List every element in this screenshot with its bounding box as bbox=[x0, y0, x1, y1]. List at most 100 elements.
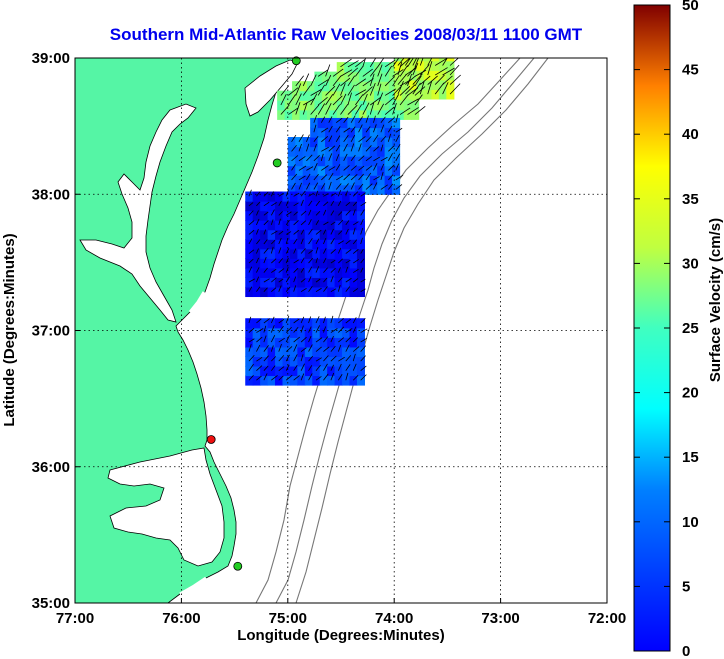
grid bbox=[75, 58, 607, 603]
velocity-vector bbox=[345, 249, 352, 254]
velocity-cell bbox=[289, 229, 298, 240]
velocity-cell bbox=[297, 220, 306, 231]
velocity-cell bbox=[312, 210, 321, 221]
velocity-vector bbox=[412, 62, 419, 76]
velocity-vector bbox=[278, 218, 281, 226]
velocity-cell bbox=[312, 258, 321, 269]
velocity-cell bbox=[336, 109, 345, 120]
velocity-vector bbox=[328, 181, 332, 190]
velocity-vector bbox=[256, 267, 260, 273]
velocity-cell bbox=[369, 184, 378, 195]
velocity-vector bbox=[248, 338, 255, 343]
velocity-cell bbox=[423, 89, 433, 100]
velocity-cell bbox=[388, 81, 397, 92]
velocity-cell bbox=[297, 337, 306, 348]
velocity-vector bbox=[338, 258, 343, 264]
velocity-cell bbox=[356, 346, 366, 357]
velocity-cell bbox=[351, 109, 360, 120]
velocity-vector bbox=[302, 73, 310, 87]
velocity-vector bbox=[337, 247, 342, 254]
velocity-vector bbox=[293, 238, 298, 245]
velocity-cell bbox=[304, 356, 313, 367]
velocity-vector bbox=[328, 153, 333, 162]
velocity-cell bbox=[310, 117, 319, 129]
colorbar-tick-label: 5 bbox=[682, 578, 690, 595]
y-tick-label: 37:00 bbox=[32, 323, 70, 340]
velocity-vector bbox=[353, 221, 359, 226]
velocity-vector bbox=[280, 94, 287, 106]
velocity-vector bbox=[263, 201, 270, 207]
velocity-vector bbox=[263, 325, 267, 333]
velocity-vector bbox=[434, 67, 448, 76]
velocity-cell bbox=[304, 201, 313, 212]
velocity-cell bbox=[351, 100, 360, 111]
velocity-cell bbox=[252, 210, 261, 221]
velocity-vector bbox=[388, 145, 395, 152]
velocity-vector bbox=[358, 143, 362, 152]
velocity-vector bbox=[427, 58, 433, 66]
velocity-vector bbox=[352, 326, 357, 333]
velocity-vector bbox=[256, 365, 263, 371]
velocity-vector bbox=[256, 257, 259, 264]
velocity-cell bbox=[384, 117, 393, 129]
velocity-vector bbox=[373, 115, 376, 123]
velocity-vector bbox=[352, 201, 358, 207]
velocity-vector bbox=[270, 219, 274, 226]
velocity-cell bbox=[287, 137, 296, 148]
velocity-vector bbox=[256, 286, 261, 292]
velocity-cell bbox=[289, 375, 298, 386]
velocity-vector bbox=[449, 83, 461, 95]
velocity-vector bbox=[320, 116, 326, 123]
velocity-cell bbox=[325, 156, 334, 167]
velocity-cell bbox=[252, 229, 261, 240]
colorbar-tick-label: 15 bbox=[682, 449, 699, 466]
velocity-vector bbox=[248, 278, 255, 283]
velocity-cell bbox=[267, 337, 276, 348]
velocity-vector bbox=[358, 165, 365, 171]
velocity-vector bbox=[397, 80, 404, 95]
velocity-cell bbox=[373, 81, 383, 92]
velocity-vector bbox=[325, 64, 331, 77]
velocity-vector bbox=[343, 183, 349, 190]
velocity-cell bbox=[282, 229, 291, 240]
velocity-cell bbox=[381, 109, 390, 120]
velocity-vector bbox=[377, 83, 382, 96]
velocity-cell bbox=[388, 90, 397, 101]
velocity-cell bbox=[377, 165, 386, 176]
velocity-vector bbox=[302, 102, 308, 115]
velocity-vector bbox=[355, 89, 367, 96]
velocity-cell bbox=[327, 337, 336, 348]
velocity-vector bbox=[414, 58, 420, 68]
velocity-vector bbox=[300, 210, 307, 216]
velocity-cell bbox=[342, 248, 351, 259]
velocity-cell bbox=[342, 258, 351, 269]
velocity-vector bbox=[387, 133, 392, 142]
velocity-vector bbox=[345, 336, 352, 343]
velocity-vector bbox=[293, 202, 299, 207]
velocity-vector bbox=[330, 288, 337, 293]
velocity-vector bbox=[285, 231, 292, 235]
velocity-cell bbox=[369, 117, 378, 129]
velocity-vector bbox=[343, 153, 348, 162]
velocity-vector bbox=[337, 200, 342, 207]
velocity-vector bbox=[313, 136, 319, 143]
velocity-vector bbox=[360, 237, 363, 245]
velocity-cell bbox=[392, 127, 401, 138]
velocity-cell bbox=[260, 337, 269, 348]
velocity-cell bbox=[409, 58, 418, 62]
velocity-cell bbox=[354, 146, 363, 157]
velocity-cell bbox=[356, 258, 366, 269]
velocity-cell bbox=[275, 248, 284, 259]
velocity-vector bbox=[300, 248, 306, 254]
velocity-cell bbox=[275, 277, 284, 288]
velocity-cell bbox=[282, 277, 291, 288]
velocity-cell bbox=[438, 60, 447, 71]
velocity-vector bbox=[300, 287, 307, 293]
velocity-cell bbox=[304, 258, 313, 269]
velocity-vector bbox=[345, 228, 349, 235]
velocity-cell bbox=[275, 220, 284, 231]
velocity-cell bbox=[332, 175, 341, 186]
velocity-cell bbox=[336, 81, 345, 92]
velocity-cell bbox=[327, 346, 336, 357]
velocity-cell bbox=[373, 100, 383, 111]
